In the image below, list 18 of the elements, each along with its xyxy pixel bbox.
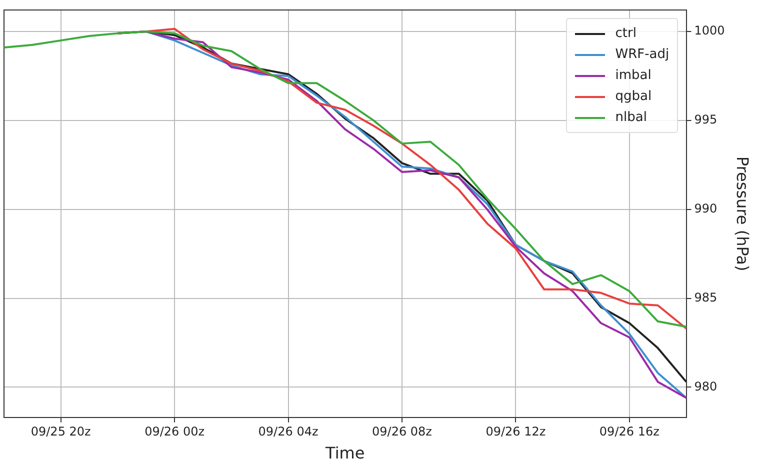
x-tick-label: 09/26 00z [144,424,205,439]
x-tick-label: 09/26 04z [258,424,318,439]
legend-label: WRF-adj [615,47,670,62]
y-tick-label: 980 [694,379,718,394]
x-tick-label: 09/26 08z [372,424,432,439]
legend-label: nlbal [615,110,647,126]
y-tick-label: 1000 [694,24,725,38]
x-tick-label: 09/25 20z [30,424,91,439]
legend-label: qgbal [615,89,652,104]
x-axis-title: Time [324,444,365,463]
y-tick-label: 985 [694,290,718,304]
y-axis-title: Pressure (hPa) [733,156,752,272]
x-tick-label: 09/26 12z [486,424,546,439]
legend-label: ctrl [615,26,636,42]
y-tick-label: 990 [694,201,718,216]
y-tick-label: 995 [694,112,718,127]
x-tick-label: 09/26 16z [599,424,660,439]
legend-label: imbal [615,68,652,84]
